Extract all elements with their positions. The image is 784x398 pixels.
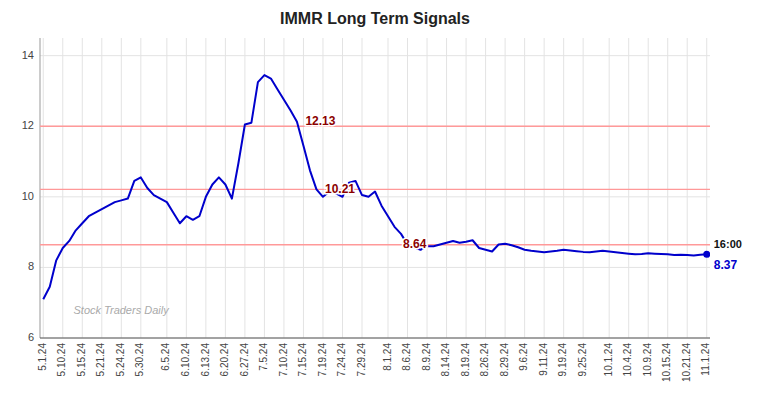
end-point [703,251,710,258]
x-grid-line [43,38,44,338]
x-tick-label: 8.9.24 [421,343,432,371]
x-grid-line [82,38,83,338]
x-tick-label: 11.1.24 [700,343,711,376]
x-tick-label: 10.1.24 [603,343,614,377]
x-tick-label: 8.26.24 [479,343,490,377]
x-grid-line [505,38,506,338]
grid [40,38,710,338]
x-tick-label: 5.1.24 [37,343,48,371]
x-grid-line [388,38,389,338]
y-grid-line [40,338,710,339]
reference-line [40,126,710,127]
x-tick-label: 7.19.24 [317,343,328,377]
x-grid-line [563,38,564,338]
x-tick-label: 5.15.24 [76,343,87,377]
x-tick-label: 7.29.24 [356,343,367,377]
x-grid-line [225,38,226,338]
x-tick-label: 7.15.24 [297,343,308,377]
x-grid-line [186,38,187,338]
x-grid-line [407,38,408,338]
y-grid-line [40,126,710,127]
x-tick-label: 8.1.24 [382,343,393,371]
x-tick-label: 6.5.24 [160,343,171,371]
x-tick-label: 6.20.24 [219,343,230,377]
x-tick-label: 9.11.24 [538,343,549,376]
x-tick-label: 6.10.24 [180,343,191,377]
y-tick-label: 8 [28,260,34,272]
x-grid-line [544,38,545,338]
watermark: Stock Traders Daily [74,304,171,316]
x-grid-line [121,38,122,338]
x-grid-line [485,38,486,338]
end-label: 8.37 [714,258,738,272]
x-grid-line [205,38,206,338]
x-tick-label: 9.19.24 [557,343,568,377]
x-grid-line [706,38,707,338]
annotation: 8.64 [403,237,427,251]
y-axis-line [40,38,41,338]
annotation: 10.21 [325,182,355,196]
x-tick-label: 7.24.24 [336,343,347,377]
chart: IMMR Long Term Signals 6 8 10 12 14 5.1.24 5.10… [0,0,784,398]
x-tick-label: 5.24.24 [115,343,126,377]
x-tick-label: 9.6.24 [518,343,529,371]
x-grid-line [628,38,629,338]
reference-line [40,189,710,190]
annotation: 12.13 [305,114,335,128]
x-axis-line [40,338,710,339]
x-tick-label: 9.25.24 [577,343,588,377]
x-grid-line [609,38,610,338]
x-grid-line [687,38,688,338]
plot-area [40,75,710,299]
x-tick-label: 5.30.24 [134,343,145,377]
x-tick-label: 6.13.24 [200,343,211,377]
x-tick-label: 8.6.24 [401,343,412,371]
y-tick-label: 12 [22,119,34,131]
x-grid-line [427,38,428,338]
x-grid-line [264,38,265,338]
x-grid-line [583,38,584,338]
y-tick-label: 14 [22,49,34,61]
x-grid-line [244,38,245,338]
x-grid-line [361,38,362,338]
x-grid-line [166,38,167,338]
x-tick-label: 5.10.24 [56,343,67,377]
x-grid-line [667,38,668,338]
reference-line [40,244,710,245]
x-tick-label: 8.14.24 [440,343,451,377]
x-tick-label: 6.27.24 [239,343,250,377]
x-grid-line [140,38,141,338]
title: IMMR Long Term Signals [280,10,470,27]
y-tick-label: 10 [22,190,34,202]
x-tick-label: 10.15.24 [661,343,672,382]
x-grid-line [322,38,323,338]
x-tick-label: 7.5.24 [258,343,269,371]
end-label: 16:00 [714,238,742,250]
x-grid-line [62,38,63,338]
x-grid-line [648,38,649,338]
y-tick-label: 6 [28,331,34,343]
x-grid-line [101,38,102,338]
x-grid-line [524,38,525,338]
price-line [43,75,707,299]
x-tick-label: 8.19.24 [460,343,471,377]
x-grid-line [446,38,447,338]
x-tick-label: 8.29.24 [499,343,510,377]
x-tick-label: 5.21.24 [95,343,106,377]
x-grid-line [283,38,284,338]
x-tick-label: 10.21.24 [681,343,692,382]
x-tick-label: 7.10.24 [278,343,289,377]
x-tick-label: 10.4.24 [622,343,633,377]
x-tick-label: 10.9.24 [642,343,653,377]
x-grid-line [466,38,467,338]
x-grid-line [303,38,304,338]
